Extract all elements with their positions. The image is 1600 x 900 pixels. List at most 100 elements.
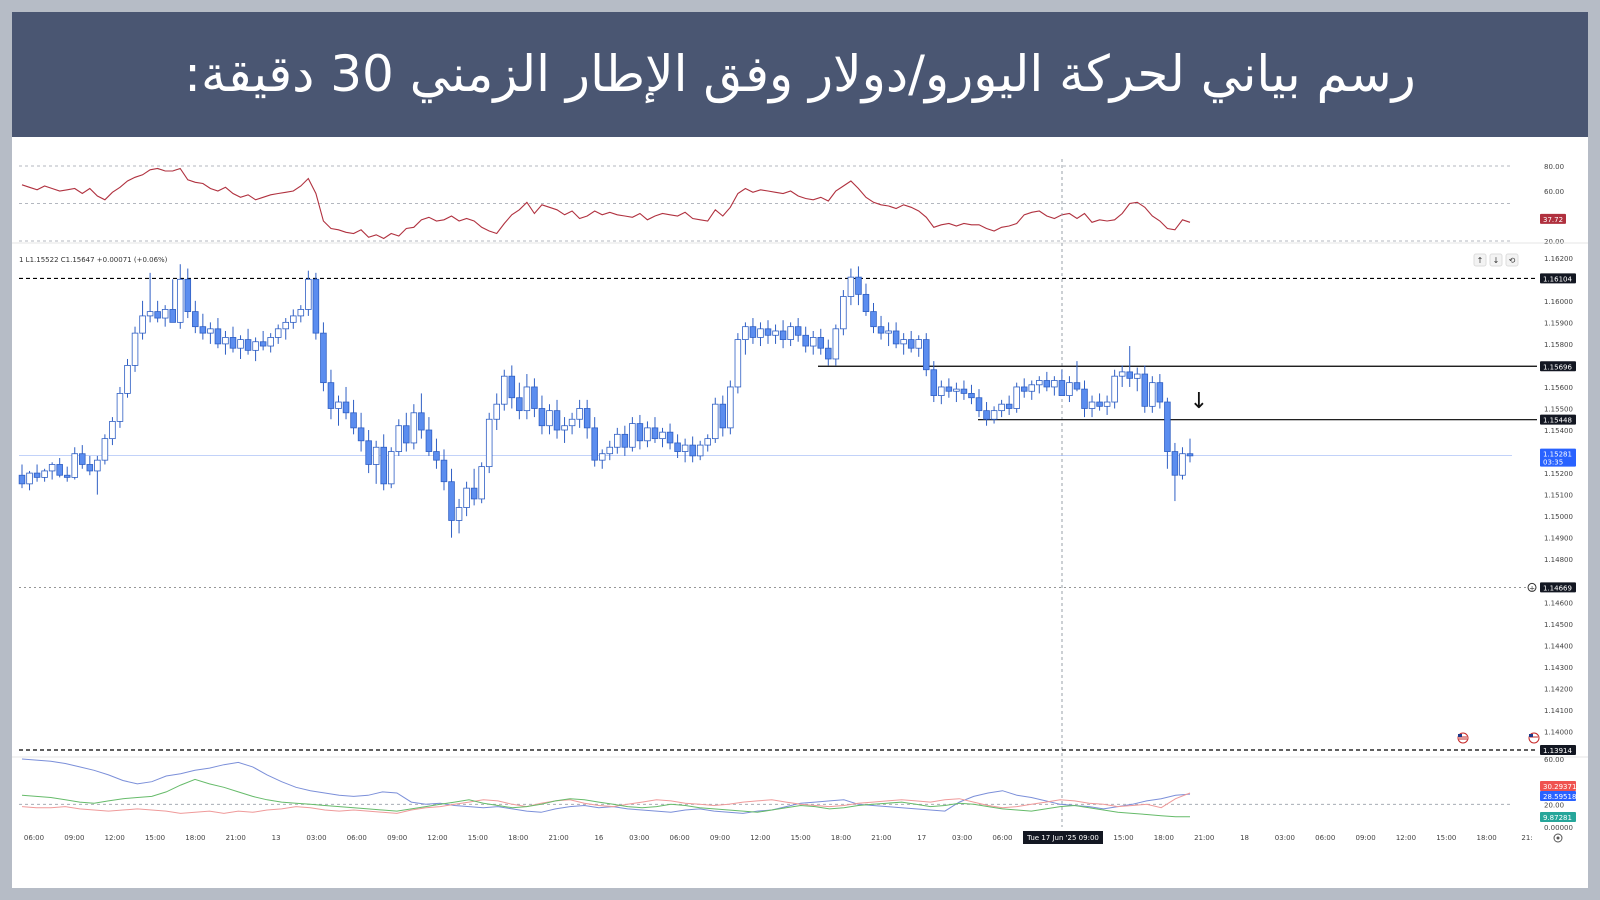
time-tick-label: 18:00 — [508, 834, 528, 842]
dmi-value-label: 30.29371 — [1543, 783, 1576, 791]
candle-body — [101, 438, 109, 461]
rsi-tick-label: 80.00 — [1544, 163, 1564, 171]
candle-body — [26, 472, 33, 485]
candle-body — [395, 425, 403, 452]
candle-body — [380, 446, 387, 485]
price-level-badge — [1540, 361, 1576, 372]
candle-body — [538, 408, 546, 427]
candle-body — [930, 369, 938, 396]
candle-body — [862, 293, 870, 312]
candle-body — [199, 326, 207, 334]
dmi-tick-label: 60.00 — [1544, 756, 1564, 764]
candle-body — [478, 466, 485, 500]
price-tick-label: 1.14900 — [1544, 535, 1573, 543]
rsi-value-label: 37.72 — [1543, 216, 1563, 224]
rsi-value-badge — [1540, 213, 1566, 224]
candle-body — [56, 464, 63, 476]
candle-body — [885, 330, 892, 334]
price-level-label: 1.16104 — [1543, 275, 1572, 283]
candle-body — [1103, 401, 1111, 407]
chart-canvas[interactable]: 80.00 60.00 20.00 37.72 1.16200 1.16000 1.159… — [12, 137, 1588, 888]
price-tick-label: 1.14800 — [1544, 556, 1573, 564]
candle-body — [290, 315, 297, 323]
candle-body — [907, 339, 915, 349]
candle-body — [335, 401, 342, 409]
candle-body — [855, 276, 862, 295]
price-tick-label: 1.15200 — [1544, 470, 1573, 478]
candle-body — [598, 453, 606, 461]
rsi-tick-label: 60.00 — [1544, 188, 1564, 196]
header-banner: رسم بياني لحركة اليورو/دولار وفق الإطار … — [12, 12, 1588, 137]
candle-body — [244, 339, 252, 351]
candle-body — [968, 393, 975, 399]
scale-reset-button[interactable] — [1505, 253, 1519, 267]
candle-body — [1043, 380, 1051, 388]
candle-body — [742, 326, 749, 340]
price-level-label: 1.15696 — [1543, 363, 1572, 371]
candle-body — [734, 339, 742, 388]
candle-body — [1028, 384, 1036, 392]
candle-body — [124, 365, 131, 394]
candle-body — [1081, 388, 1088, 409]
candle-body — [33, 472, 41, 478]
current-price-badge — [1540, 448, 1576, 467]
candle-body — [184, 278, 192, 312]
candle-body — [418, 412, 425, 431]
candle-body — [229, 337, 237, 349]
candle-body — [591, 427, 598, 461]
candle-body — [704, 438, 711, 446]
candle-body — [387, 451, 395, 485]
candle-body — [915, 339, 922, 349]
candle-body — [1013, 386, 1020, 409]
crosshair-time-label: Tue 17 Jun '25 09:00 — [1023, 831, 1103, 844]
dmi-series-line — [21, 758, 1191, 814]
candle-body — [1066, 382, 1073, 396]
time-tick-label: 17 — [917, 834, 926, 842]
settings-icon[interactable] — [1553, 833, 1563, 843]
candle-body — [945, 386, 953, 392]
time-tick-label: 06:00 — [670, 834, 690, 842]
time-tick-label: 18:00 — [831, 834, 851, 842]
time-tick-label: 06:00 — [347, 834, 367, 842]
price-tick-label: 1.14100 — [1544, 707, 1573, 715]
scale-down-button[interactable] — [1489, 253, 1503, 267]
candle-body — [71, 453, 79, 478]
candle-body — [651, 427, 659, 440]
candle-body — [644, 427, 651, 442]
price-tick-label: 1.15500 — [1544, 405, 1573, 413]
candle-body — [666, 431, 674, 444]
time-tick-label: 13 — [272, 834, 281, 842]
candle-body — [425, 429, 433, 452]
candle-body — [794, 326, 802, 336]
candle-body — [696, 444, 704, 457]
candle-body — [501, 375, 508, 405]
candle-body — [576, 408, 583, 420]
candle-body — [305, 278, 312, 310]
candle-body — [749, 326, 757, 338]
down-arrow-annotation-icon: ↓ — [1190, 389, 1208, 414]
dmi-value-label: 28.59518 — [1543, 793, 1576, 801]
candle-body — [350, 412, 357, 429]
dmi-value-badge — [1540, 791, 1576, 801]
candle-body — [274, 328, 282, 338]
candle-countdown-label: 03:35 — [1543, 459, 1563, 467]
time-tick-label: 21:00 — [1194, 834, 1214, 842]
ohlc-readout: 1 L1.15522 C1.15647 +0.00071 (+0.06%) — [19, 256, 168, 264]
candle-body — [372, 446, 380, 465]
time-tick-label: 03:00 — [952, 834, 972, 842]
time-tick-label: 15:00 — [1113, 834, 1133, 842]
time-tick-label: 21:00 — [548, 834, 568, 842]
candle-body — [606, 446, 614, 455]
candle-body — [176, 278, 184, 323]
chart-panel[interactable]: 80.00 60.00 20.00 37.72 1.16200 1.16000 1.159… — [12, 137, 1588, 888]
candle-body — [41, 470, 48, 478]
candle-body — [410, 412, 418, 444]
price-tick-label: 1.14000 — [1544, 728, 1573, 736]
candle-body — [689, 444, 696, 457]
scale-up-button[interactable] — [1473, 253, 1487, 267]
time-tick-label: 03:00 — [629, 834, 649, 842]
candle-body — [772, 330, 779, 336]
candle-body — [207, 328, 214, 334]
price-pane[interactable]: 1.162001.160001.159001.158001.157001.156… — [12, 159, 1588, 827]
candle-body — [433, 451, 440, 461]
